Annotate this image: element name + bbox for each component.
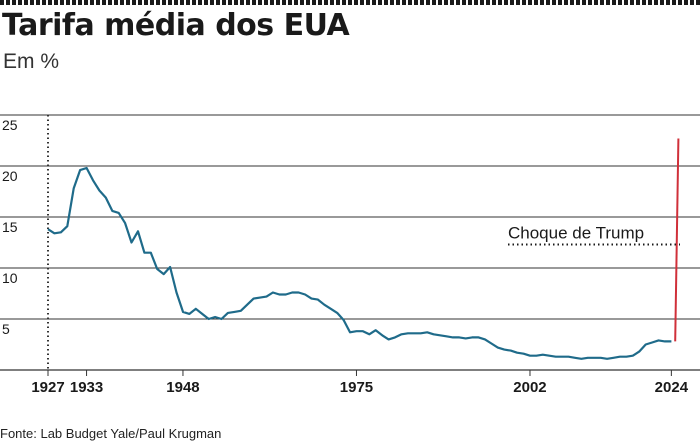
x-tick-label-1933: 1933 xyxy=(70,379,103,396)
y-tick-label-25: 25 xyxy=(2,117,18,133)
x-tick-label-2024: 2024 xyxy=(655,379,689,396)
line-chart: 5 10 15 20 25 1927 1933 1948 1975 2002 2024 Choque … xyxy=(0,114,700,396)
chart-title: Tarifa média dos EUA xyxy=(2,8,350,43)
chart-subtitle: Em % xyxy=(3,50,60,73)
y-tick-label-5: 5 xyxy=(2,321,10,337)
y-tick-label-15: 15 xyxy=(2,219,18,235)
x-tick-label-1927: 1927 xyxy=(31,379,64,396)
y-tick-label-10: 10 xyxy=(2,270,18,286)
top-dotted-rule xyxy=(0,0,700,5)
series-line-historical xyxy=(47,166,672,360)
y-tick-label-20: 20 xyxy=(2,168,18,184)
x-tick-label-1975: 1975 xyxy=(340,379,373,396)
x-tick-label-1948: 1948 xyxy=(166,379,199,396)
source-note: Fonte: Lab Budget Yale/Paul Krugman xyxy=(0,426,222,441)
x-tick-label-2002: 2002 xyxy=(513,379,546,396)
annotation-label: Choque de Trump xyxy=(508,224,644,243)
series-line-projection xyxy=(674,138,680,342)
